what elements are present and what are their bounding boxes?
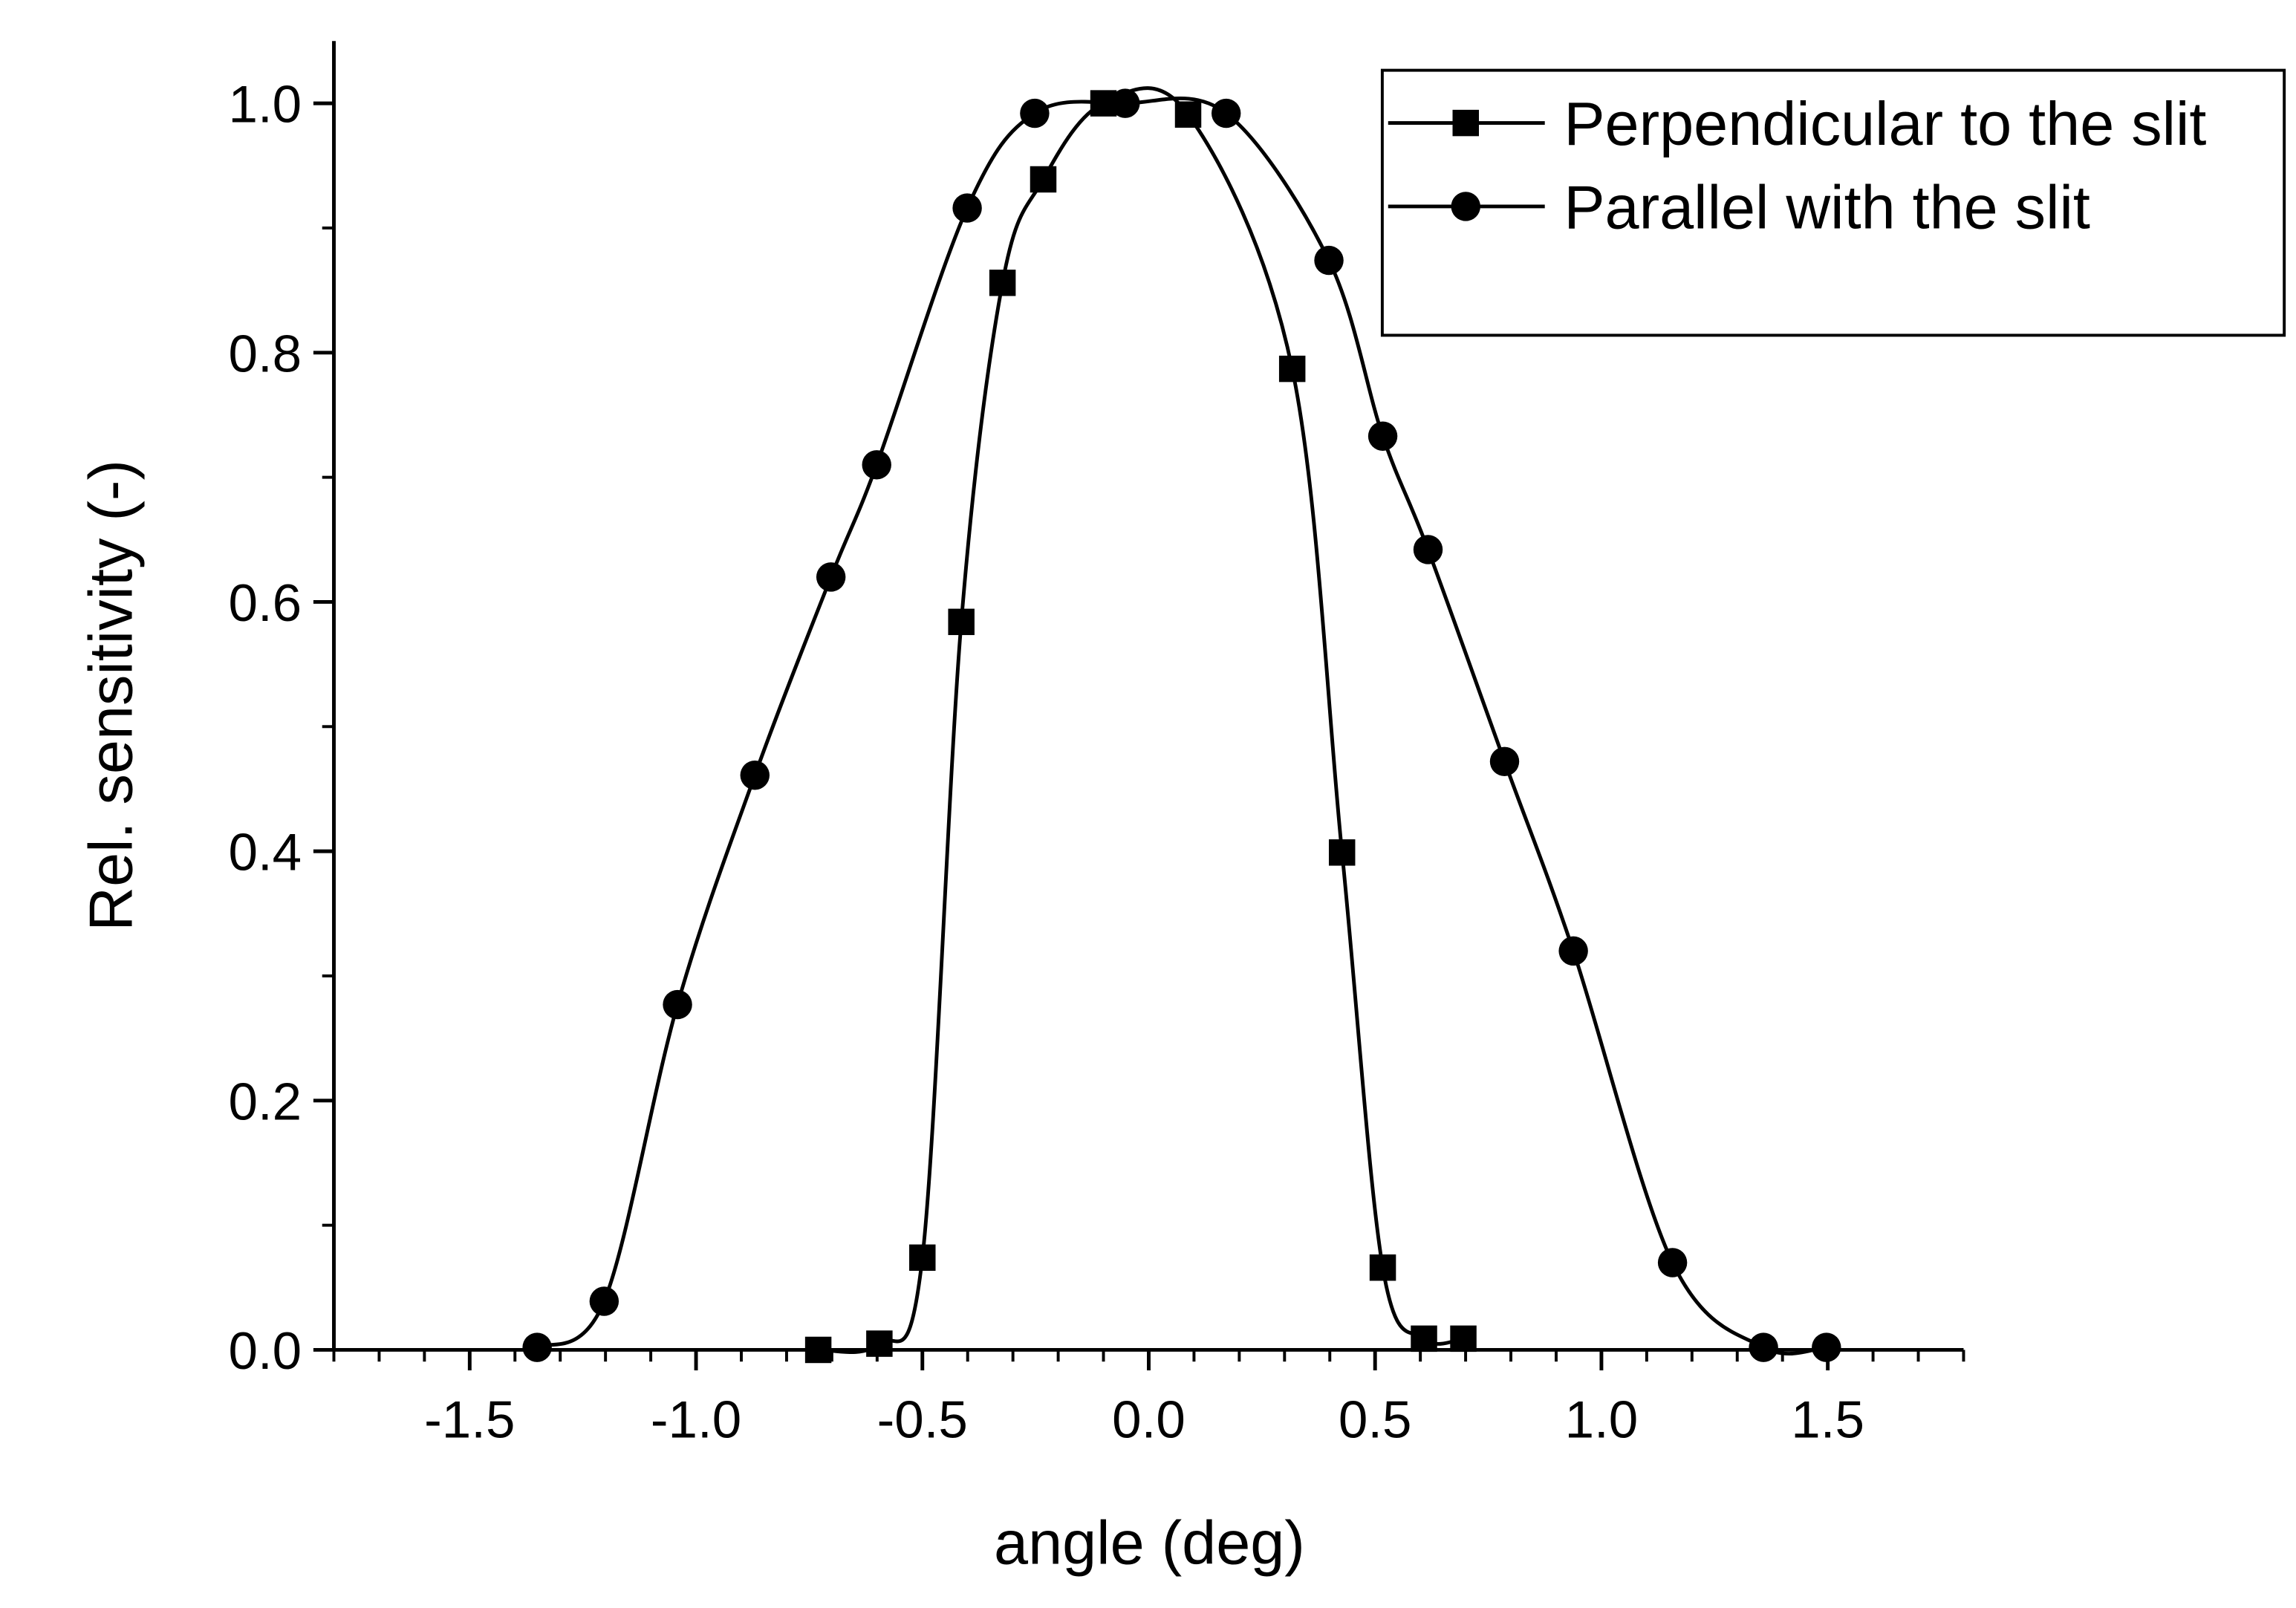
data-point — [1411, 1325, 1437, 1353]
x-tick-label: 1.5 — [1791, 1391, 1864, 1450]
x-tick-label: -0.5 — [877, 1391, 968, 1450]
y-tick-label: 0.2 — [228, 1072, 302, 1131]
data-point — [589, 1286, 619, 1316]
data-point — [1278, 355, 1306, 383]
data-point — [989, 270, 1016, 296]
data-point — [1657, 1248, 1688, 1277]
data-point — [866, 1330, 893, 1357]
y-axis-label: Rel. sensitivity (-) — [76, 460, 145, 931]
y-tick-label: 0.6 — [228, 574, 302, 633]
x-tick-label: 0.5 — [1339, 1391, 1412, 1450]
legend-label: Perpendicular to the slit — [1564, 89, 2206, 158]
data-point — [862, 450, 891, 480]
y-tick-label: 0.4 — [228, 824, 302, 882]
data-point — [1110, 88, 1140, 118]
data-point — [1328, 839, 1356, 866]
series-line — [818, 86, 1464, 1355]
legend-marker — [1452, 109, 1479, 137]
data-point — [740, 761, 770, 790]
data-point — [1314, 245, 1344, 276]
data-point — [1369, 1254, 1396, 1281]
data-point — [1367, 421, 1398, 451]
data-point — [952, 193, 982, 223]
data-point — [816, 562, 846, 592]
data-point — [1030, 166, 1057, 193]
data-point — [1749, 1332, 1778, 1362]
data-point — [1211, 98, 1241, 128]
y-tick-label: 1.0 — [228, 76, 302, 134]
data-point — [1450, 1325, 1477, 1353]
data-point — [948, 608, 975, 636]
x-axis-label: angle (deg) — [994, 1508, 1305, 1577]
data-point — [1812, 1332, 1841, 1362]
x-tick-label: 0.0 — [1112, 1391, 1186, 1450]
data-point — [663, 989, 692, 1020]
data-point — [1558, 936, 1588, 966]
data-point — [1174, 101, 1202, 128]
data-point — [909, 1244, 936, 1272]
y-tick-label: 0.0 — [228, 1322, 302, 1381]
x-tick-label: -1.5 — [424, 1391, 515, 1450]
data-point — [1413, 535, 1443, 564]
x-tick-label: 1.0 — [1565, 1391, 1639, 1450]
x-tick-label: -1.0 — [651, 1391, 741, 1450]
data-point — [1020, 98, 1050, 128]
data-point — [1489, 746, 1520, 776]
data-point — [522, 1332, 552, 1362]
legend-label: Parallel with the slit — [1564, 173, 2090, 242]
legend-box — [1380, 68, 2286, 337]
legend-marker — [1451, 192, 1480, 221]
data-point — [804, 1336, 832, 1364]
y-tick-label: 0.8 — [228, 325, 302, 383]
